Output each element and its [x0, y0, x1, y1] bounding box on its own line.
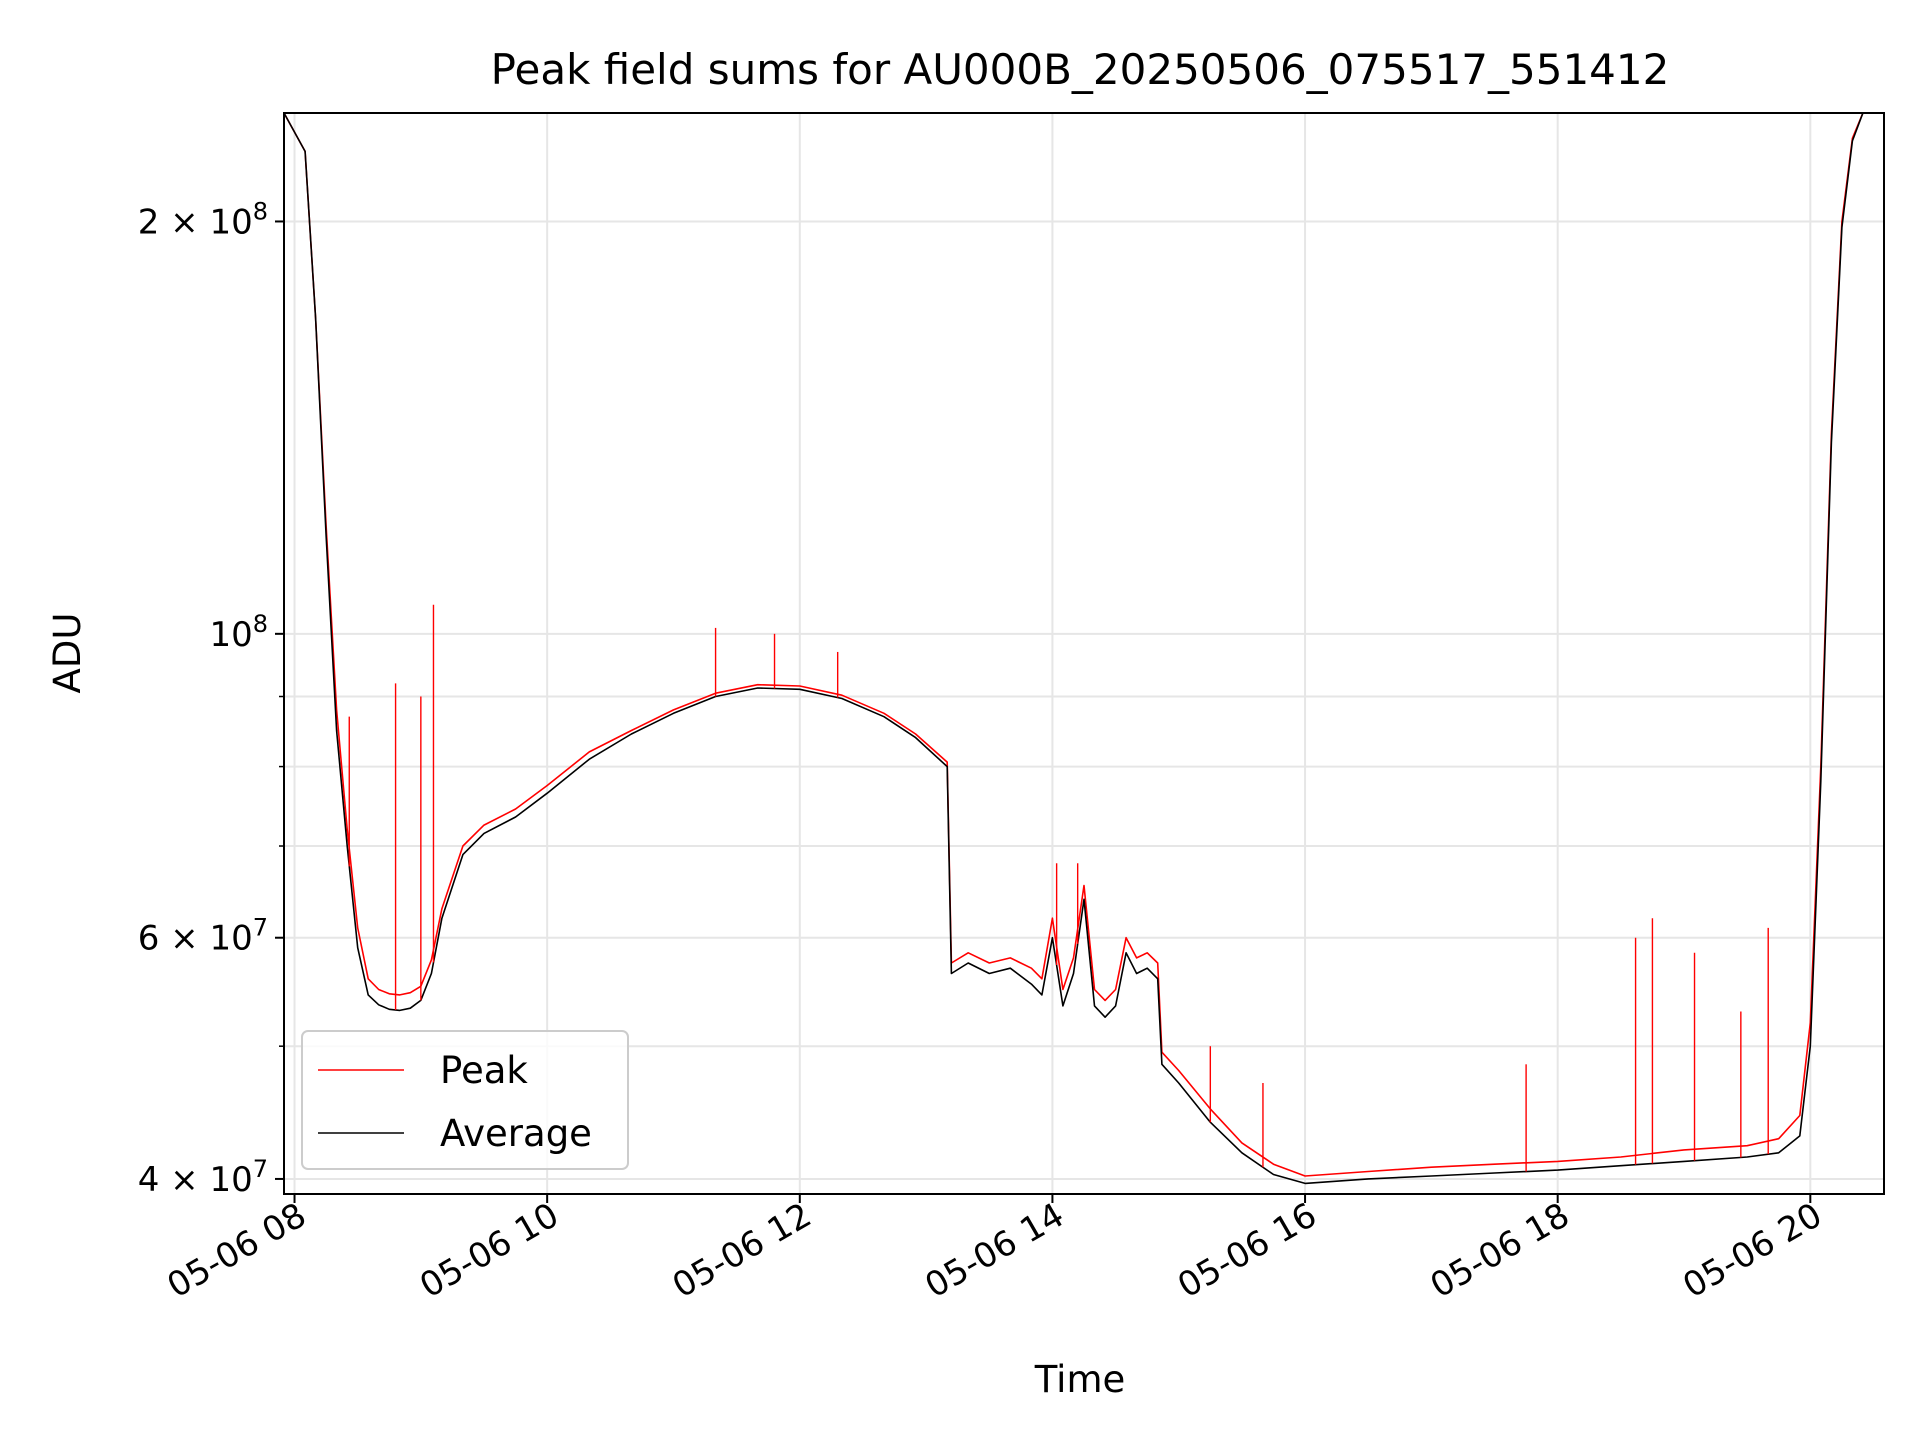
y-axis-label: ADU [46, 613, 89, 694]
grid [284, 113, 1884, 1194]
legend-label-average: Average [440, 1112, 592, 1155]
legend: Peak Average [301, 1030, 629, 1170]
y-tick-label: 108 [209, 610, 268, 655]
axes-frame [283, 112, 1885, 1195]
y-tick-label: 4 × 107 [138, 1155, 268, 1200]
y-tick-label: 2 × 108 [138, 197, 268, 242]
x-axis-label: Time [1034, 1358, 1126, 1401]
legend-box [301, 1030, 629, 1170]
y-axis: 4 × 107 6 × 107 108 2 × 108 [138, 197, 284, 1200]
series-layer [284, 113, 1884, 1185]
chart-title: Peak field sums for AU000B_20250506_0755… [491, 45, 1670, 94]
legend-label-peak: Peak [440, 1049, 528, 1092]
y-tick-label: 6 × 107 [138, 914, 268, 959]
series-line-peak [284, 113, 1884, 1177]
series-line-average [284, 113, 1884, 1185]
